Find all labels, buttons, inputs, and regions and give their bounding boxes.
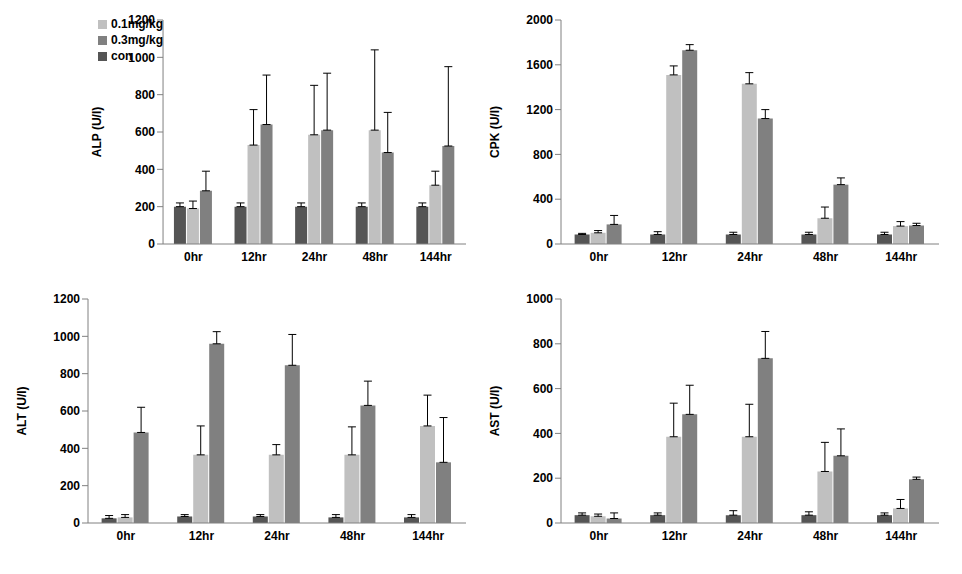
svg-text:1000: 1000	[526, 292, 553, 306]
svg-text:144hr: 144hr	[420, 250, 452, 264]
svg-text:12hr: 12hr	[662, 529, 688, 543]
svg-text:600: 600	[60, 404, 80, 418]
svg-text:24hr: 24hr	[737, 250, 763, 264]
svg-text:0: 0	[546, 516, 553, 530]
svg-text:1000: 1000	[53, 330, 80, 344]
svg-text:48hr: 48hr	[813, 250, 839, 264]
svg-text:800: 800	[533, 337, 553, 351]
svg-text:1600: 1600	[526, 58, 553, 72]
svg-text:0: 0	[546, 237, 553, 251]
svg-text:12hr: 12hr	[241, 250, 267, 264]
svg-text:CPK (U/l): CPK (U/l)	[488, 106, 502, 158]
svg-text:1200: 1200	[53, 292, 80, 306]
svg-text:12hr: 12hr	[662, 250, 688, 264]
svg-text:400: 400	[60, 442, 80, 456]
svg-text:AST (U/l): AST (U/l)	[488, 386, 502, 437]
svg-text:0: 0	[73, 516, 80, 530]
svg-text:0hr: 0hr	[589, 250, 608, 264]
svg-text:600: 600	[533, 382, 553, 396]
svg-text:1000: 1000	[128, 51, 155, 65]
svg-text:12hr: 12hr	[189, 529, 215, 543]
svg-text:0hr: 0hr	[589, 529, 608, 543]
svg-text:48hr: 48hr	[340, 529, 366, 543]
svg-text:400: 400	[135, 163, 155, 177]
svg-text:0hr: 0hr	[184, 250, 203, 264]
svg-text:400: 400	[533, 427, 553, 441]
svg-text:200: 200	[60, 479, 80, 493]
svg-text:0: 0	[148, 237, 155, 251]
svg-text:600: 600	[135, 125, 155, 139]
svg-text:200: 200	[533, 471, 553, 485]
svg-text:144hr: 144hr	[885, 529, 917, 543]
svg-text:800: 800	[135, 88, 155, 102]
svg-text:ALT (U/l): ALT (U/l)	[15, 386, 29, 435]
svg-text:800: 800	[60, 367, 80, 381]
svg-text:200: 200	[135, 200, 155, 214]
svg-text:24hr: 24hr	[264, 529, 290, 543]
svg-text:1200: 1200	[128, 13, 155, 27]
svg-text:1200: 1200	[526, 103, 553, 117]
svg-text:48hr: 48hr	[362, 250, 388, 264]
svg-text:400: 400	[533, 192, 553, 206]
svg-text:ALP (U/l): ALP (U/l)	[90, 107, 104, 157]
svg-text:144hr: 144hr	[412, 529, 444, 543]
svg-text:144hr: 144hr	[885, 250, 917, 264]
svg-text:800: 800	[533, 148, 553, 162]
svg-text:48hr: 48hr	[813, 529, 839, 543]
svg-text:24hr: 24hr	[302, 250, 328, 264]
svg-text:24hr: 24hr	[737, 529, 763, 543]
svg-text:0hr: 0hr	[116, 529, 135, 543]
svg-text:2000: 2000	[526, 13, 553, 27]
